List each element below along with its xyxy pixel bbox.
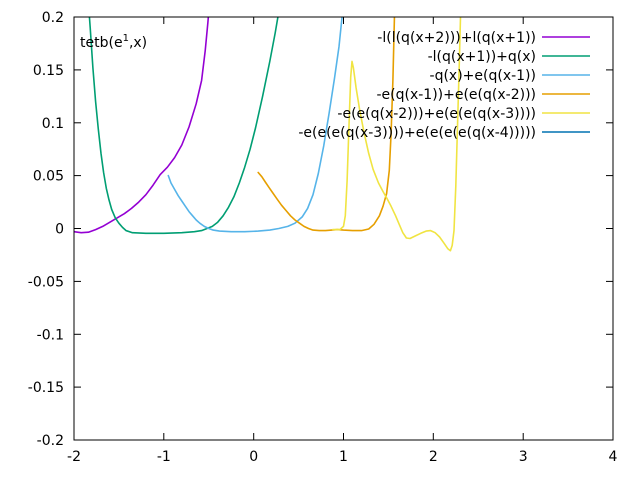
curve-series-1 bbox=[74, 17, 210, 234]
y-tick-label: 0.05 bbox=[33, 169, 64, 185]
legend-label: -l(q(x+1))+q(x) bbox=[428, 49, 536, 65]
y-tick-label: -0.05 bbox=[28, 274, 64, 290]
plot-function-label: tetb(e1,x) bbox=[80, 33, 147, 51]
y-tick-label: 0.1 bbox=[42, 116, 64, 132]
legend-label: -e(q(x-1))+e(e(q(x-2))) bbox=[376, 87, 536, 103]
x-tick-label: 3 bbox=[519, 449, 528, 465]
x-tick-label: 4 bbox=[609, 449, 618, 465]
curve-series-5 bbox=[331, 17, 462, 252]
x-tick-label: -1 bbox=[157, 449, 171, 465]
legend-label: -l(l(q(x+2)))+l(q(x+1)) bbox=[377, 30, 536, 46]
curve-series-2 bbox=[88, 17, 279, 235]
y-tick-label: 0 bbox=[55, 222, 64, 238]
curve-series-3 bbox=[167, 17, 343, 233]
y-tick-label: -0.1 bbox=[37, 327, 64, 343]
x-tick-label: 0 bbox=[249, 449, 258, 465]
y-tick-label: -0.15 bbox=[28, 380, 64, 396]
legend-label: -e(e(e(q(x-3))))+e(e(e(e(q(x-4))))) bbox=[298, 125, 536, 141]
x-tick-label: -2 bbox=[67, 449, 81, 465]
curves bbox=[74, 17, 462, 252]
axis-tick-labels: -2 -1 0 1 2 3 4 -0.2 -0.15 -0.1 -0.05 0 0.05 0.1 0.15 0… bbox=[28, 10, 618, 465]
legend: -l(l(q(x+2)))+l(q(x+1)) -l(q(x+1))+q(x) -q… bbox=[298, 30, 590, 141]
x-tick-label: 1 bbox=[339, 449, 348, 465]
legend-label: -e(e(q(x-2)))+e(e(e(q(x-3)))) bbox=[337, 106, 536, 122]
legend-label: -q(x)+e(q(x-1)) bbox=[430, 68, 536, 84]
y-tick-label: 0.15 bbox=[33, 63, 64, 79]
x-tick-label: 2 bbox=[429, 449, 438, 465]
y-tick-label: 0.2 bbox=[42, 10, 64, 26]
plot-border bbox=[73, 16, 614, 441]
curve-series-4 bbox=[257, 17, 396, 232]
y-tick-label: -0.2 bbox=[37, 433, 64, 449]
